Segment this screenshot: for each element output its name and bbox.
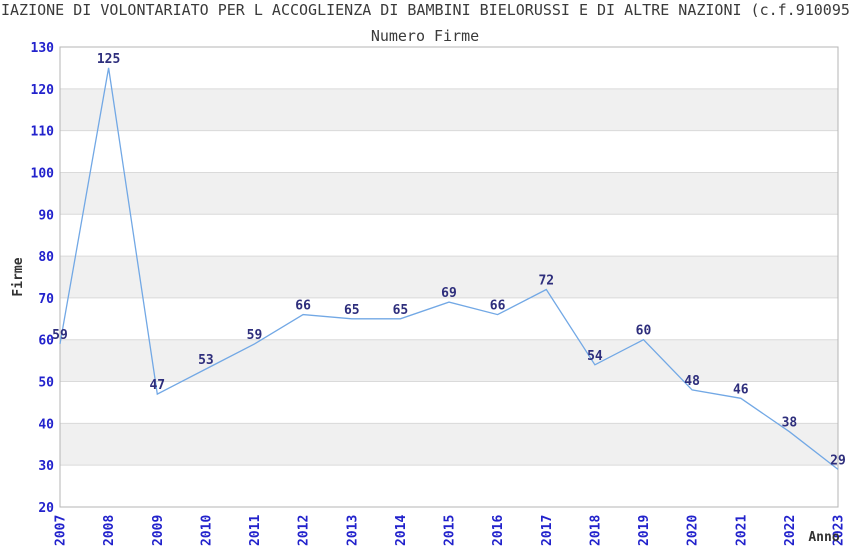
x-tick-label: 2019	[637, 515, 652, 546]
data-label: 54	[587, 349, 603, 364]
x-tick-label: 2008	[102, 515, 117, 546]
x-tick-label: 2017	[540, 515, 555, 546]
data-labels: 59 125 47 53 59 66 65 65 69 66 72 54 60 48 46 38 29	[52, 52, 846, 468]
data-label: 66	[490, 299, 506, 314]
grid-band	[60, 256, 838, 298]
data-label: 48	[684, 374, 700, 389]
data-label: 65	[393, 303, 409, 318]
data-label: 59	[52, 328, 68, 343]
y-axis-tick-labels: 20 30 40 50 60 70 80 90 100 110 120 130	[31, 41, 55, 516]
data-label: 59	[247, 328, 263, 343]
y-axis-title: Firme	[11, 257, 26, 296]
y-tick-label: 60	[38, 334, 54, 349]
chart-bands	[60, 88, 838, 466]
data-label: 60	[636, 324, 652, 339]
x-tick-label: 2015	[443, 515, 458, 546]
data-label: 47	[149, 378, 165, 393]
data-label: 69	[441, 286, 457, 301]
grid-band	[60, 88, 838, 131]
y-tick-label: 30	[38, 459, 54, 474]
chart-subtitle: Numero Firme	[371, 27, 479, 45]
x-axis-title: Anno	[808, 530, 839, 545]
data-label: 65	[344, 303, 360, 318]
x-tick-label: 2020	[686, 515, 701, 546]
x-tick-label: 2010	[199, 515, 214, 546]
data-label: 29	[830, 453, 846, 468]
data-label: 38	[782, 416, 798, 431]
y-tick-label: 40	[38, 417, 54, 432]
grid-band	[60, 339, 838, 382]
grid-band	[60, 172, 838, 215]
chart-frame	[59, 46, 839, 508]
y-tick-label: 100	[31, 167, 55, 182]
chart-title: IAZIONE DI VOLONTARIATO PER L ACCOGLIENZ…	[1, 1, 850, 19]
grid-band	[60, 423, 838, 466]
y-tick-label: 70	[38, 292, 54, 307]
x-tick-label: 2022	[783, 515, 798, 546]
x-tick-label: 2013	[345, 515, 360, 546]
y-tick-label: 130	[31, 41, 55, 56]
series-line	[59, 67, 839, 470]
chart-gridlines	[60, 88, 838, 466]
x-tick-label: 2012	[297, 515, 312, 546]
y-tick-label: 120	[31, 83, 55, 98]
data-series-line	[59, 67, 839, 470]
y-tick-label: 50	[38, 376, 54, 391]
x-tick-label: 2018	[588, 515, 603, 546]
plot-border	[59, 46, 839, 508]
data-label: 66	[295, 299, 311, 314]
x-tick-label: 2023	[832, 515, 847, 546]
y-tick-label: 80	[38, 250, 54, 265]
x-axis-tick-labels: 2007 2008 2009 2010 2011 2012 2013 2014 2015 2016…	[54, 515, 847, 546]
x-tick-label: 2016	[491, 515, 506, 546]
data-label: 72	[538, 274, 554, 289]
data-label: 125	[97, 52, 120, 67]
y-tick-label: 110	[31, 125, 55, 140]
x-tick-label: 2007	[54, 515, 69, 546]
data-label: 46	[733, 382, 749, 397]
x-tick-label: 2014	[394, 515, 409, 546]
x-tick-label: 2021	[734, 515, 749, 546]
y-tick-label: 90	[38, 208, 54, 223]
data-label: 53	[198, 353, 214, 368]
y-tick-label: 20	[38, 501, 54, 516]
x-tick-label: 2011	[248, 515, 263, 546]
x-tick-label: 2009	[151, 515, 166, 546]
